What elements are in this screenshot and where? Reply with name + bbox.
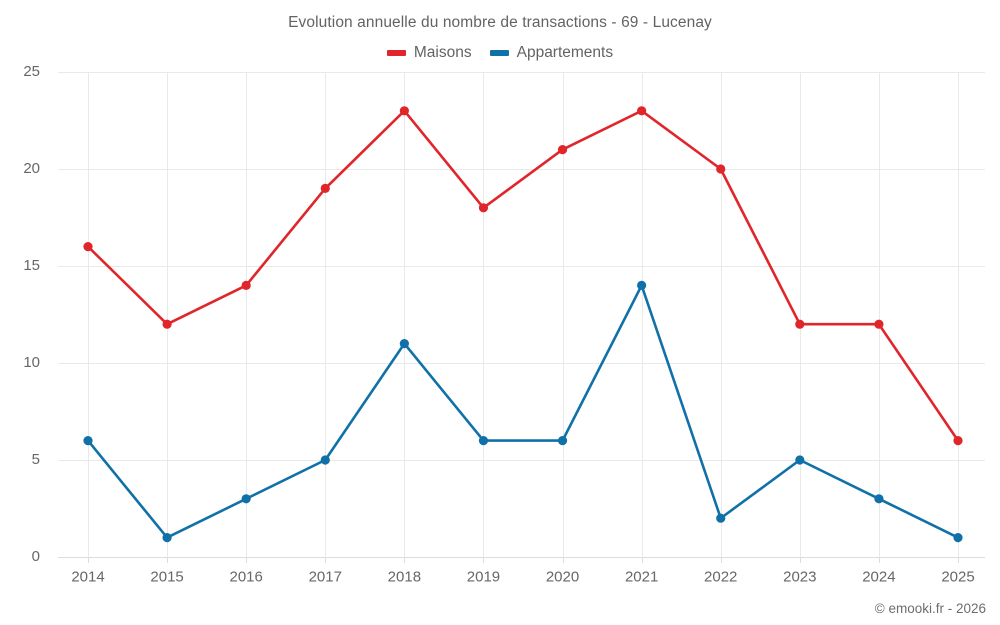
data-point-maisons[interactable] (320, 183, 330, 193)
x-axis-tick-label: 2021 (625, 568, 658, 585)
data-point-appartements[interactable] (953, 533, 963, 543)
legend-label-appartements: Appartements (516, 44, 614, 61)
data-point-maisons[interactable] (478, 203, 489, 213)
y-axis-tick-label: 15 (23, 257, 40, 274)
data-point-maisons[interactable] (241, 280, 251, 290)
y-axis-tick-label: 0 (32, 548, 40, 565)
x-axis-tick-label: 2016 (229, 568, 262, 585)
legend-swatch-appartements (489, 50, 509, 56)
data-point-appartements[interactable] (162, 533, 172, 543)
x-axis-tick-label: 2018 (388, 568, 421, 585)
data-point-maisons[interactable] (557, 145, 568, 155)
x-axis-tick-label: 2017 (309, 568, 342, 585)
data-point-appartements[interactable] (83, 436, 93, 446)
x-axis-tick-label: 2015 (150, 568, 183, 585)
data-point-appartements[interactable] (795, 455, 805, 465)
x-axis-tick-label: 2025 (941, 568, 974, 585)
data-point-maisons[interactable] (953, 436, 963, 446)
x-axis-tick-label: 2023 (783, 568, 816, 585)
x-axis-tick-label: 2014 (71, 568, 104, 585)
data-point-maisons[interactable] (874, 319, 884, 329)
data-point-appartements[interactable] (716, 513, 726, 523)
data-point-appartements[interactable] (874, 494, 884, 504)
data-point-maisons[interactable] (716, 164, 726, 174)
data-point-maisons[interactable] (162, 319, 172, 329)
data-point-maisons[interactable] (795, 319, 805, 329)
data-point-appartements[interactable] (557, 436, 568, 446)
chart-legend: Maisons Appartements (0, 44, 1000, 62)
data-point-maisons[interactable] (637, 106, 647, 116)
legend-item-maisons[interactable]: Maisons (386, 44, 472, 62)
x-axis-tick-label: 2024 (862, 568, 895, 585)
data-point-appartements[interactable] (478, 436, 489, 446)
legend-swatch-maisons (386, 50, 406, 56)
series-line-appartements (86, 284, 960, 539)
y-axis-tick-label: 20 (23, 160, 40, 177)
data-point-maisons[interactable] (399, 106, 409, 116)
legend-label-maisons: Maisons (413, 44, 472, 61)
y-axis-tick-label: 10 (23, 354, 40, 371)
data-point-appartements[interactable] (241, 494, 251, 504)
data-point-maisons[interactable] (83, 242, 93, 252)
y-axis-tick-label: 5 (32, 451, 40, 468)
x-axis-tick-label: 2019 (467, 568, 500, 585)
x-axis-tick-label: 2020 (546, 568, 579, 585)
legend-item-appartements[interactable]: Appartements (489, 44, 614, 62)
chart-title: Evolution annuelle du nombre de transact… (288, 14, 712, 31)
y-axis-tick-label: 25 (23, 63, 40, 80)
x-axis-tick-label: 2022 (704, 568, 737, 585)
data-point-appartements[interactable] (399, 339, 409, 349)
copyright-footer: © emooki.fr - 2026 (874, 601, 986, 616)
series-line-maisons (86, 109, 960, 442)
data-point-appartements[interactable] (320, 455, 330, 465)
data-point-appartements[interactable] (637, 280, 647, 290)
